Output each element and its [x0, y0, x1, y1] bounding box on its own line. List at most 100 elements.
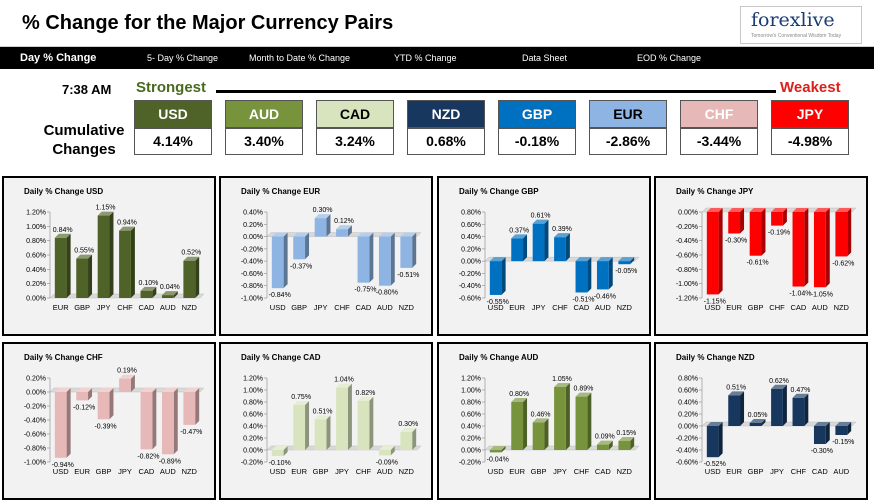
bar-top: [336, 383, 352, 388]
bar-jpy: [771, 388, 783, 426]
currency-box-aud: AUD 3.40%: [225, 100, 303, 155]
bar-jpy: [532, 223, 545, 262]
bar-top: [728, 208, 745, 212]
x-tick-label: AUD: [160, 467, 176, 476]
bar-aud: [835, 426, 848, 435]
bar-top: [336, 225, 352, 230]
y-tick-label: -0.80%: [241, 283, 263, 290]
bar-cad: [357, 236, 370, 283]
currency-cumulative-value: -4.98%: [771, 128, 849, 155]
y-tick-label: -0.20%: [459, 271, 481, 278]
x-tick-label: EUR: [74, 467, 90, 476]
bar-top: [771, 384, 787, 389]
header-bar: % Change for the Major Currency Pairs fo…: [0, 0, 874, 47]
x-tick-label: EUR: [509, 467, 525, 476]
y-tick-label: 0.40%: [243, 210, 263, 217]
bar-side: [195, 256, 200, 298]
x-tick-label: CAD: [812, 467, 828, 476]
currency-cumulative-value: -3.44%: [680, 128, 758, 155]
bar-chf: [771, 212, 783, 226]
currency-box-gbp: GBP -0.18%: [498, 100, 576, 155]
x-tick-label: CHF: [574, 467, 590, 476]
bar-side: [523, 234, 528, 262]
currency-code: EUR: [589, 100, 667, 128]
tab-ytd-change[interactable]: YTD % Change: [394, 53, 457, 63]
data-label: 1.05%: [552, 376, 572, 383]
weakest-label: Weakest: [780, 79, 841, 96]
x-tick-label: AUD: [160, 303, 176, 312]
bar-side: [390, 446, 395, 456]
x-tick-label: NZD: [399, 303, 415, 312]
bar-side: [565, 233, 570, 262]
y-tick-label: 1.00%: [243, 388, 263, 395]
timestamp: 7:38 AM: [62, 82, 112, 97]
data-label: 1.04%: [334, 377, 354, 384]
tab-data-sheet[interactable]: Data Sheet: [522, 53, 568, 63]
currency-code: CHF: [680, 100, 758, 128]
data-label: 0.30%: [313, 207, 333, 214]
logo-text: forexlive: [751, 9, 835, 31]
currency-code: AUD: [225, 100, 303, 128]
bar-side: [782, 384, 787, 426]
bar-nzd: [400, 432, 413, 450]
data-label: -1.15%: [704, 298, 726, 305]
bar-side: [761, 419, 766, 426]
y-tick-label: -0.20%: [676, 224, 698, 231]
x-tick-label: NZD: [182, 467, 198, 476]
tab-eod-change[interactable]: EOD % Change: [637, 53, 702, 63]
chart-usd: Daily % Change USD 0.00% 0.20% 0.40% 0.60% 0.…: [24, 187, 205, 312]
bar-top: [161, 388, 178, 392]
tab-day-change[interactable]: Day % Change: [20, 52, 97, 64]
bar-chf: [336, 229, 348, 237]
y-tick-label: 0.20%: [678, 412, 698, 419]
bar-jpy: [554, 387, 566, 450]
x-tick-label: EUR: [726, 303, 742, 312]
bar-eur: [293, 405, 306, 450]
bar-side: [66, 388, 71, 458]
tab-month-to-date-change[interactable]: Month to Date % Change: [249, 53, 351, 63]
x-tick-label: CHF: [117, 303, 133, 312]
bar-side: [390, 232, 395, 286]
y-tick-label: 0.40%: [461, 424, 481, 431]
y-tick-label: -0.80%: [24, 446, 46, 453]
bar-chf: [554, 237, 566, 262]
y-tick-label: -0.40%: [676, 448, 698, 455]
x-tick-label: EUR: [291, 467, 307, 476]
y-tick-label: 0.20%: [243, 222, 263, 229]
x-tick-label: JPY: [118, 467, 132, 476]
y-tick-label: 0.00%: [243, 448, 263, 455]
data-label: 0.30%: [398, 421, 418, 428]
chart-eur: Daily % Change EUR 0.40% 0.20% 0.00% -0.20% -…: [241, 187, 422, 312]
data-label: -0.30%: [725, 238, 747, 245]
bar-side: [88, 254, 93, 298]
y-tick-label: -1.00%: [241, 296, 263, 303]
bar-side: [412, 428, 417, 450]
bar-side: [544, 219, 549, 262]
bar-eur: [54, 237, 67, 298]
y-tick-label: 0.20%: [461, 246, 481, 253]
data-label: 0.55%: [74, 248, 94, 255]
data-label: 0.39%: [552, 226, 572, 233]
bar-top: [489, 257, 506, 262]
tab-5-day-change[interactable]: 5- Day % Change: [147, 53, 219, 63]
x-tick-label: AUD: [595, 303, 611, 312]
chart-jpy: Daily % Change JPY 0.00% -0.20% -0.40% -0.60…: [676, 187, 857, 312]
bar-top: [813, 422, 830, 426]
forexlive-logo[interactable]: forexlive Tomorrow's Conventional Wisdom…: [740, 6, 862, 44]
currency-code: USD: [134, 100, 212, 128]
bar-side: [109, 211, 114, 298]
x-tick-label: JPY: [770, 467, 784, 476]
bar-top: [511, 398, 528, 402]
bar-eur: [76, 392, 89, 401]
bar-gbp: [293, 236, 306, 260]
bar-top: [596, 257, 613, 262]
currency-code: GBP: [498, 100, 576, 128]
bar-side: [326, 214, 331, 237]
y-tick-label: 0.60%: [461, 222, 481, 229]
y-tick-label: 1.00%: [26, 224, 46, 231]
data-label: -0.30%: [811, 448, 833, 455]
bar-aud: [161, 392, 174, 455]
bar-top: [813, 208, 830, 212]
bar-side: [88, 388, 93, 401]
x-tick-label: CAD: [356, 303, 372, 312]
